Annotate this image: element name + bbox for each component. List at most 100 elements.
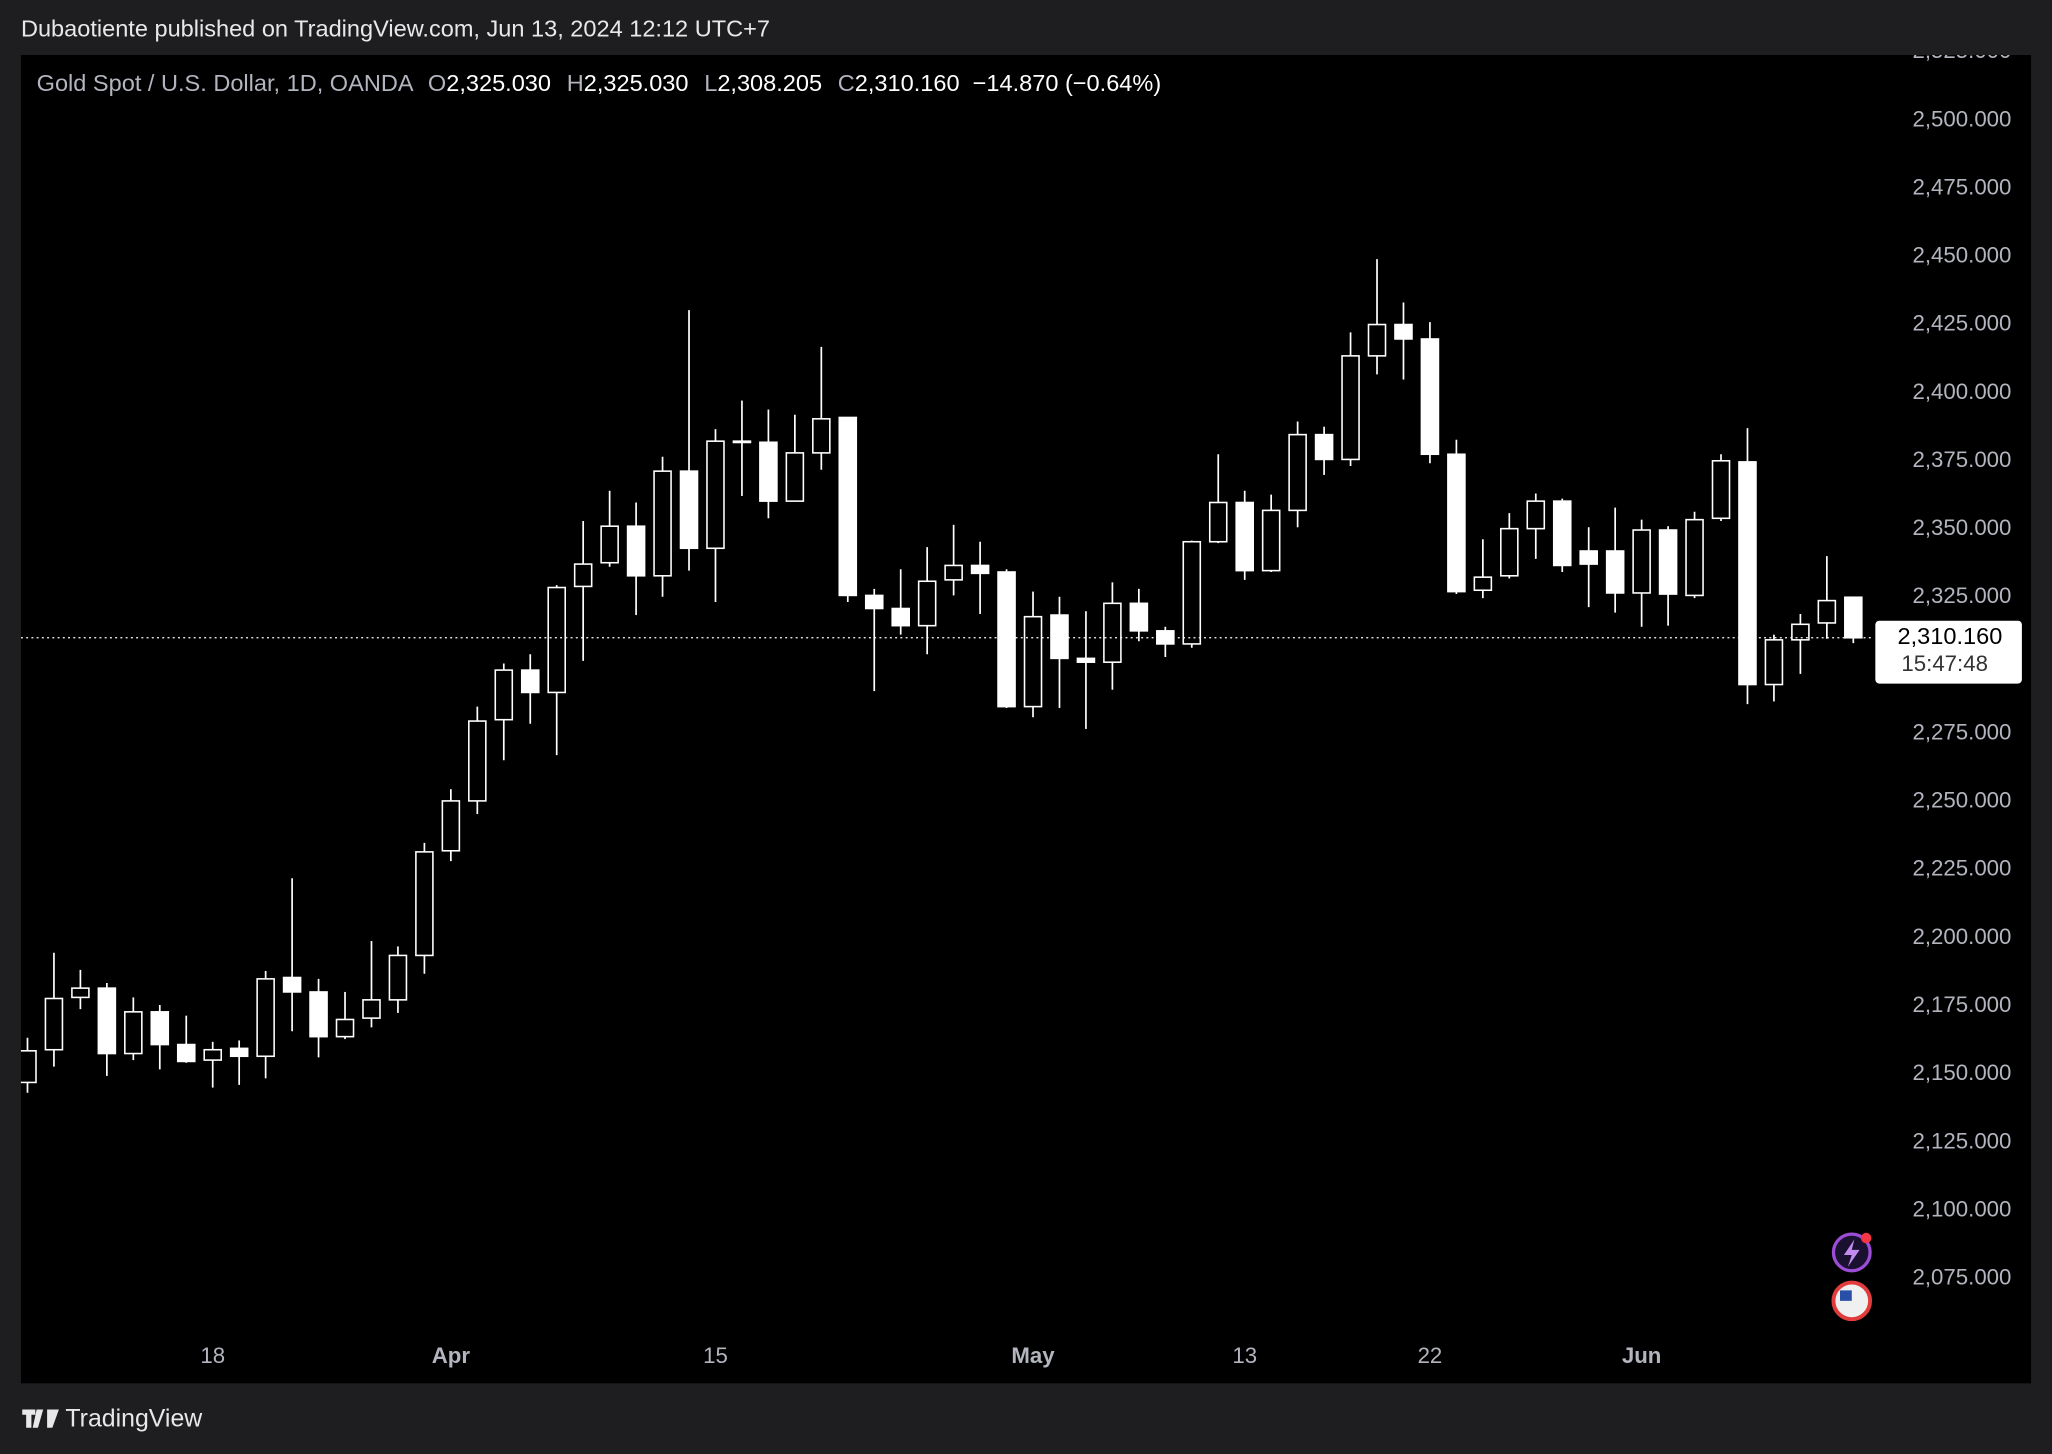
- candle-body: [679, 470, 699, 550]
- candle-body: [732, 440, 752, 444]
- candle-body: [1208, 501, 1228, 543]
- candle-body: [1579, 550, 1598, 565]
- candle-body: [1447, 453, 1466, 593]
- candle-body: [1341, 355, 1360, 461]
- candle-body: [1050, 614, 1069, 660]
- candle-body: [441, 800, 461, 852]
- change-value: −14.870 (−0.64%): [973, 70, 1162, 96]
- y-tick-label: 2,250.000: [1913, 788, 2012, 813]
- candle-body: [626, 525, 646, 577]
- ohlc-value: 2,325.030: [584, 70, 689, 96]
- candle-body: [573, 563, 593, 588]
- symbol-name: Gold Spot / U.S. Dollar, 1D, OANDA: [37, 70, 414, 96]
- icons: [1831, 1232, 1873, 1322]
- candle-body: [1658, 529, 1678, 595]
- candle-body: [150, 1011, 170, 1046]
- candle-body: [282, 976, 302, 993]
- candle-body: [124, 1011, 143, 1055]
- ohlc-label: C: [838, 70, 855, 96]
- y-tick-label: 2,325.000: [1913, 583, 2012, 608]
- x-tick-label: 18: [200, 1343, 225, 1368]
- y-tick-label: 2,450.000: [1913, 243, 2012, 268]
- candle-body: [600, 525, 619, 564]
- candle-body: [97, 987, 117, 1055]
- last-price-box: [1875, 620, 2022, 684]
- candle-body: [1764, 639, 1784, 686]
- ohlc-label: O: [428, 70, 446, 96]
- candle-body: [547, 586, 567, 694]
- candle-body: [494, 669, 514, 721]
- candle-body: [1605, 550, 1625, 594]
- ohlc-label: H: [567, 70, 584, 96]
- x-tick-label: Apr: [432, 1343, 471, 1368]
- candle-body: [1394, 323, 1413, 340]
- ohlc-value: 2,310.160: [855, 70, 960, 96]
- caption: Dubaotiente published on TradingView.com…: [21, 15, 770, 41]
- y-tick-label: 2,400.000: [1913, 379, 2012, 404]
- candle-body: [970, 564, 990, 575]
- flag-canton: [1839, 1290, 1852, 1301]
- candle-body: [864, 594, 884, 610]
- y-tick-label: 2,375.000: [1913, 447, 2012, 472]
- x-tick-label: 22: [1418, 1343, 1443, 1368]
- candle-body: [1552, 500, 1572, 567]
- candle-body: [415, 851, 434, 957]
- y-tick-label: 2,200.000: [1913, 924, 2012, 949]
- candle-body: [944, 564, 963, 581]
- candle-body: [838, 416, 858, 597]
- candle-body: [1182, 540, 1202, 645]
- candle-body: [229, 1047, 249, 1058]
- candle-body: [1473, 576, 1493, 592]
- brand: TradingView: [22, 1405, 203, 1433]
- candle-body: [520, 669, 540, 694]
- y-tick-label: 2,225.000: [1913, 856, 2012, 881]
- x-tick-label: 15: [703, 1343, 728, 1368]
- candle-body: [309, 991, 328, 1038]
- ohlc-label: L: [704, 70, 717, 96]
- candle-body: [1156, 630, 1175, 645]
- candle-body: [1711, 460, 1731, 520]
- last-price-label: 2,310.160: [1898, 623, 2003, 649]
- candle-body: [203, 1048, 223, 1061]
- candle-body: [1129, 602, 1149, 632]
- candle-body: [812, 418, 831, 454]
- candle-body: [388, 954, 408, 1001]
- y-tick-label: 2,125.000: [1913, 1128, 2012, 1153]
- brand-name: TradingView: [65, 1405, 203, 1433]
- y-tick-label: 2,150.000: [1913, 1060, 2012, 1085]
- lightning-glyph: [1843, 1239, 1860, 1267]
- y-tick-label: 2,350.000: [1913, 515, 2012, 540]
- candle-body: [917, 580, 937, 627]
- candle-body: [468, 720, 487, 802]
- candle-body: [1235, 501, 1254, 572]
- y-tick-label: 2,525.000: [1913, 38, 2012, 63]
- candle-body: [362, 999, 381, 1019]
- candle-body: [1076, 657, 1096, 663]
- candle-body: [1420, 338, 1440, 456]
- candle-body: [653, 470, 672, 577]
- candle-body: [256, 978, 275, 1058]
- y-tick-label: 2,425.000: [1913, 311, 2012, 336]
- candle-body: [1844, 596, 1863, 639]
- candle-body: [891, 607, 910, 627]
- candle-body: [1632, 529, 1651, 594]
- plot-area: [20, 259, 1875, 1093]
- price-axis: 2,075.000 2,100.000 2,125.000 2,150.000 2,17…: [1874, 38, 2012, 1290]
- y-tick-label: 2,275.000: [1913, 719, 2012, 744]
- symbol-header: Gold Spot / U.S. Dollar, 1D, OANDA O2,325…: [37, 70, 1162, 96]
- candle-body: [1367, 323, 1387, 357]
- candle-body: [1023, 615, 1043, 708]
- x-tick-label: 13: [1232, 1343, 1257, 1368]
- candle-body: [1817, 599, 1837, 624]
- candle-body: [1685, 518, 1704, 597]
- x-tick-label: Jun: [1622, 1343, 1662, 1368]
- x-tick-label: May: [1011, 1343, 1055, 1368]
- candle-body: [1261, 509, 1281, 572]
- y-tick-label: 2,075.000: [1913, 1265, 2012, 1290]
- ohlc-value: 2,325.030: [446, 70, 551, 96]
- candle-body: [759, 441, 778, 502]
- candle-body: [1526, 500, 1546, 530]
- candle-body: [335, 1018, 355, 1038]
